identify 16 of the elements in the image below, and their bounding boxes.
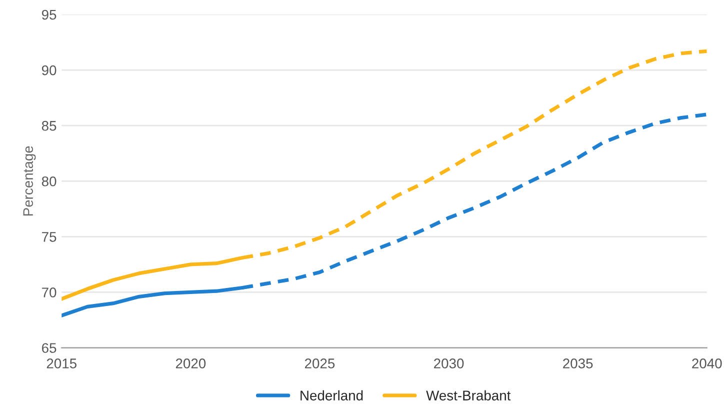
- y-tick-label: 80: [42, 176, 56, 186]
- y-tick-label: 90: [42, 65, 56, 76]
- y-tick-label: 95: [42, 10, 56, 20]
- x-tick-label: 2030: [434, 358, 464, 368]
- y-tick-label: 70: [42, 288, 56, 298]
- y-axis-title: Percentage: [23, 146, 36, 216]
- x-tick-label: 2025: [304, 358, 335, 368]
- y-tick-label: 65: [42, 343, 56, 353]
- legend-label: Nederland: [300, 390, 363, 400]
- y-tick-label: 75: [42, 232, 56, 242]
- x-tick-label: 2015: [46, 358, 76, 368]
- legend-label: West-Brabant: [426, 390, 511, 400]
- x-tick-label: 2020: [176, 358, 206, 368]
- x-tick-label: 2040: [692, 358, 722, 368]
- y-tick-label: 85: [42, 120, 56, 131]
- x-tick-label: 2035: [563, 358, 593, 368]
